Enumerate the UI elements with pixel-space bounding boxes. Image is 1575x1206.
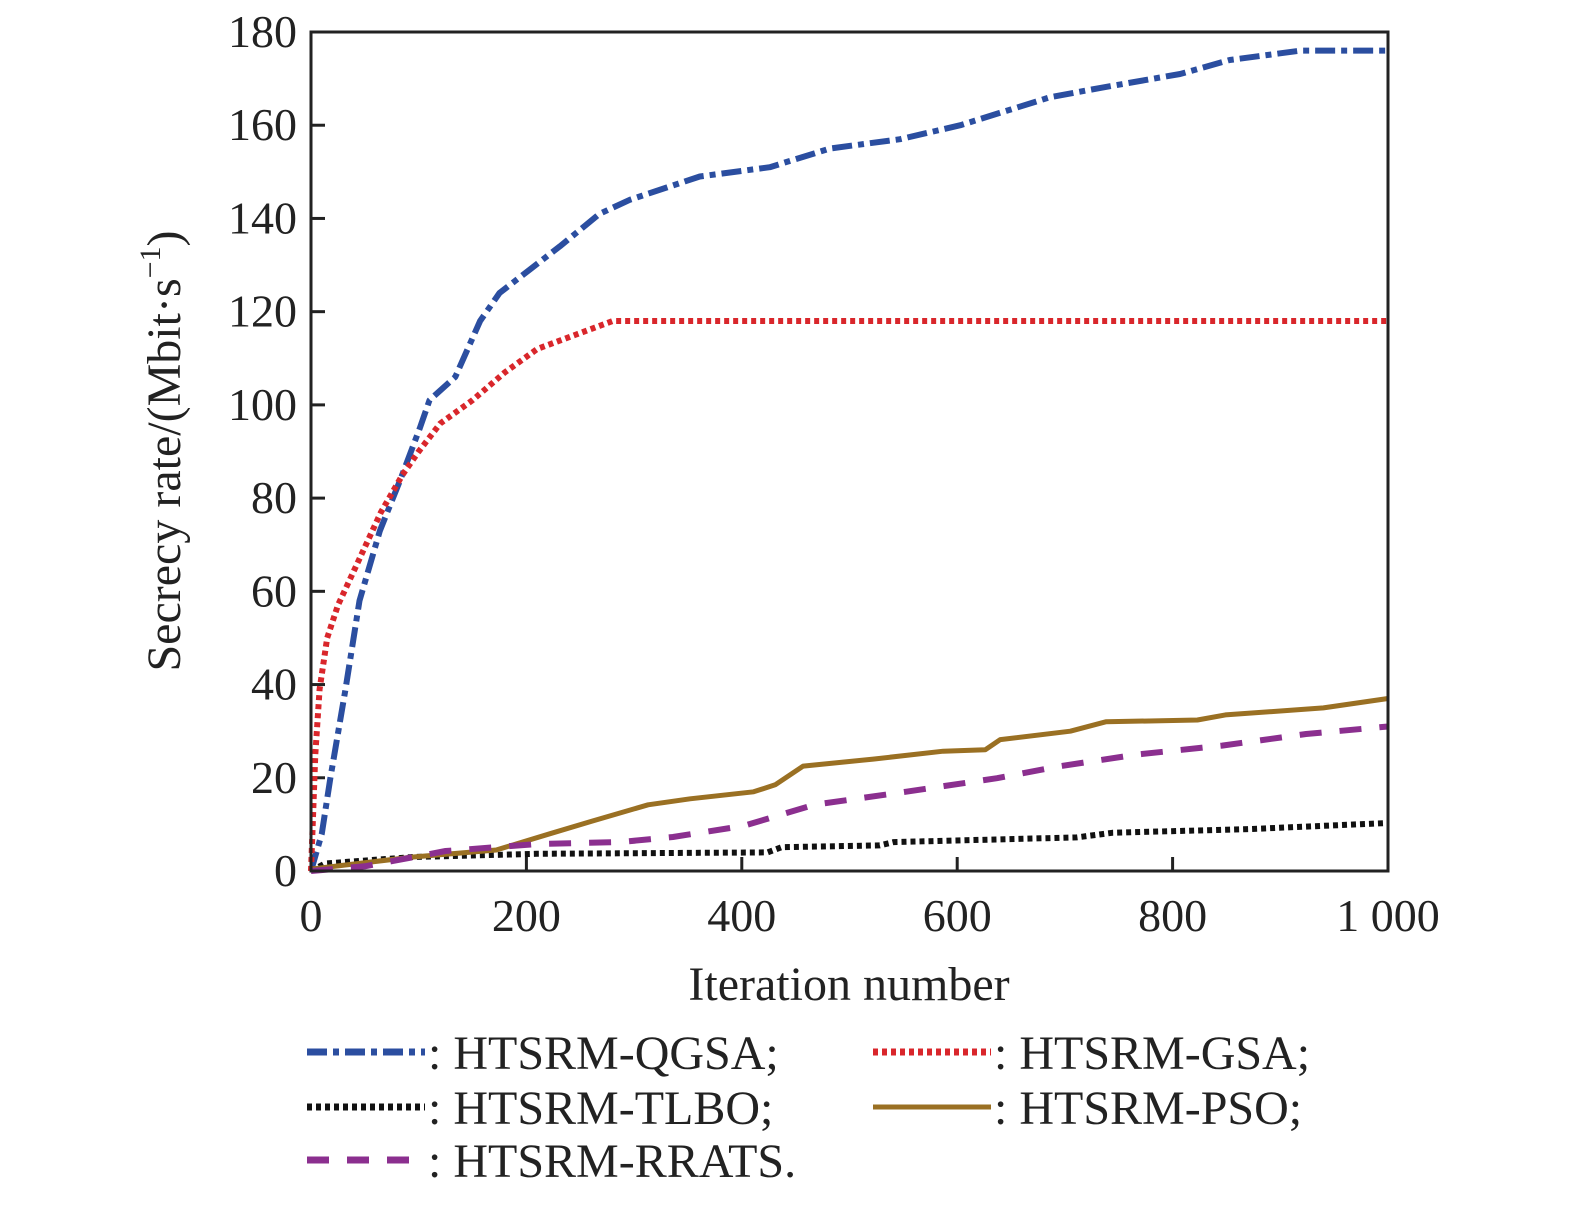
y-tick-label: 100 [228, 379, 297, 430]
x-tick-label: 800 [1138, 890, 1207, 941]
y-tick-label: 80 [251, 472, 297, 523]
y-tick-label: 60 [251, 565, 297, 616]
y-axis-label-close: ) [138, 230, 191, 246]
y-tick-label: 40 [251, 659, 297, 710]
x-tick-label: 400 [707, 890, 776, 941]
series-line-htsrm-tlbo [309, 820, 1389, 874]
y-axis-label-sup: −1 [134, 246, 167, 278]
y-axis-label-main: Secrecy rate/(Mbit·s [138, 278, 191, 671]
x-tick-label: 200 [492, 890, 561, 941]
y-tick-label: 0 [274, 845, 297, 896]
axis-ticks: 0 200 400 600 800 1 000 0 20 40 60 80 100 120 140 160 1… [228, 6, 1440, 941]
series-line-htsrm-qgsa [308, 47, 1388, 872]
legend-label: : HTSRM-TLBO; [428, 1082, 773, 1135]
y-tick-label: 180 [228, 6, 297, 57]
y-tick-label: 160 [228, 99, 297, 150]
y-tick-label: 20 [251, 752, 297, 803]
y-axis-label: Secrecy rate/(Mbit·s−1) [134, 230, 191, 671]
x-axis-label: Iteration number [688, 958, 1009, 1011]
legend-label: : HTSRM-QGSA; [428, 1027, 779, 1080]
legend: : HTSRM-QGSA;: HTSRM-GSA;: HTSRM-TLBO;: … [307, 1027, 1310, 1188]
series-line-htsrm-rrats [310, 723, 1389, 874]
x-tick-label: 0 [300, 890, 323, 941]
series-line-htsrm-gsa [308, 318, 1388, 872]
x-tick-label: 600 [923, 890, 992, 941]
y-tick-label: 120 [228, 286, 297, 337]
series-lines [308, 47, 1389, 874]
legend-label: : HTSRM-PSO; [994, 1082, 1302, 1135]
legend-label: : HTSRM-RRATS. [428, 1135, 796, 1188]
x-tick-label: 1 000 [1336, 890, 1440, 941]
plot-frame [309, 30, 1390, 873]
legend-label: : HTSRM-GSA; [994, 1027, 1310, 1080]
y-tick-label: 140 [228, 192, 297, 243]
